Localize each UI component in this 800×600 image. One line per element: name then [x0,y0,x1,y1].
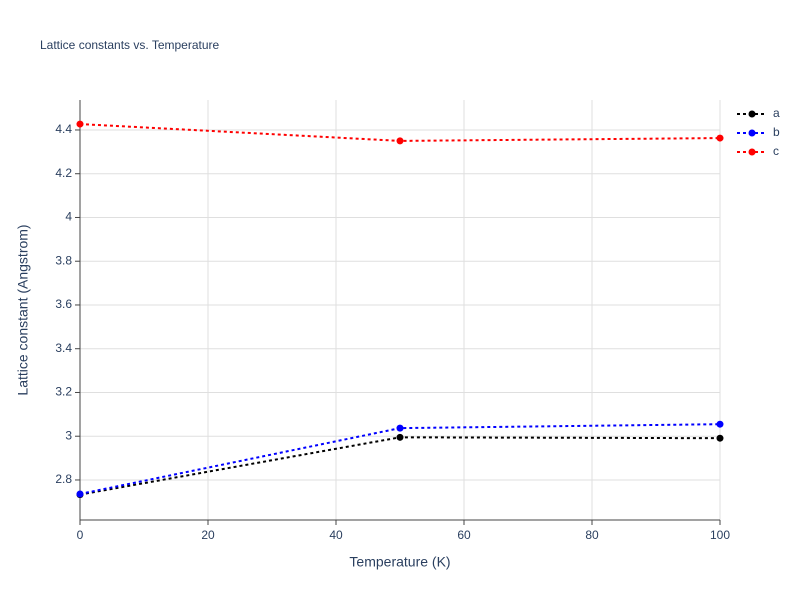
y-tick-label: 4.2 [55,166,72,180]
data-point [716,134,724,142]
x-tick-label: 60 [457,528,471,542]
chart-title: Lattice constants vs. Temperature [40,38,220,52]
x-axis-label: Temperature (K) [349,554,450,570]
x-tick-label: 0 [77,528,84,542]
legend-marker [748,129,756,137]
data-point [716,420,724,428]
x-tick-label: 80 [585,528,599,542]
y-tick-label: 3.6 [55,297,72,311]
y-tick-label: 2.8 [55,472,72,486]
series-line [79,436,721,496]
y-tick-label: 3.4 [55,341,72,355]
data-point [76,120,84,128]
x-tick-label: 20 [201,528,215,542]
y-tick-label: 3 [65,428,72,442]
legend-label: a [773,106,780,120]
data-point [76,490,84,498]
data-point [396,433,404,441]
x-tick-label: 100 [710,528,730,542]
legend-label: c [773,144,779,158]
y-tick-label: 3.8 [55,253,72,267]
data-point [396,137,404,145]
y-tick-label: 4 [65,210,72,224]
x-tick-label: 40 [329,528,343,542]
y-tick-label: 4.4 [55,122,72,136]
y-tick-label: 3.2 [55,385,72,399]
data-point [716,434,724,442]
y-axis-label: Lattice constant (Angstrom) [15,224,31,395]
data-point [396,424,404,432]
legend-marker [748,148,756,156]
legend-label: b [773,125,780,139]
legend-marker [748,110,756,118]
